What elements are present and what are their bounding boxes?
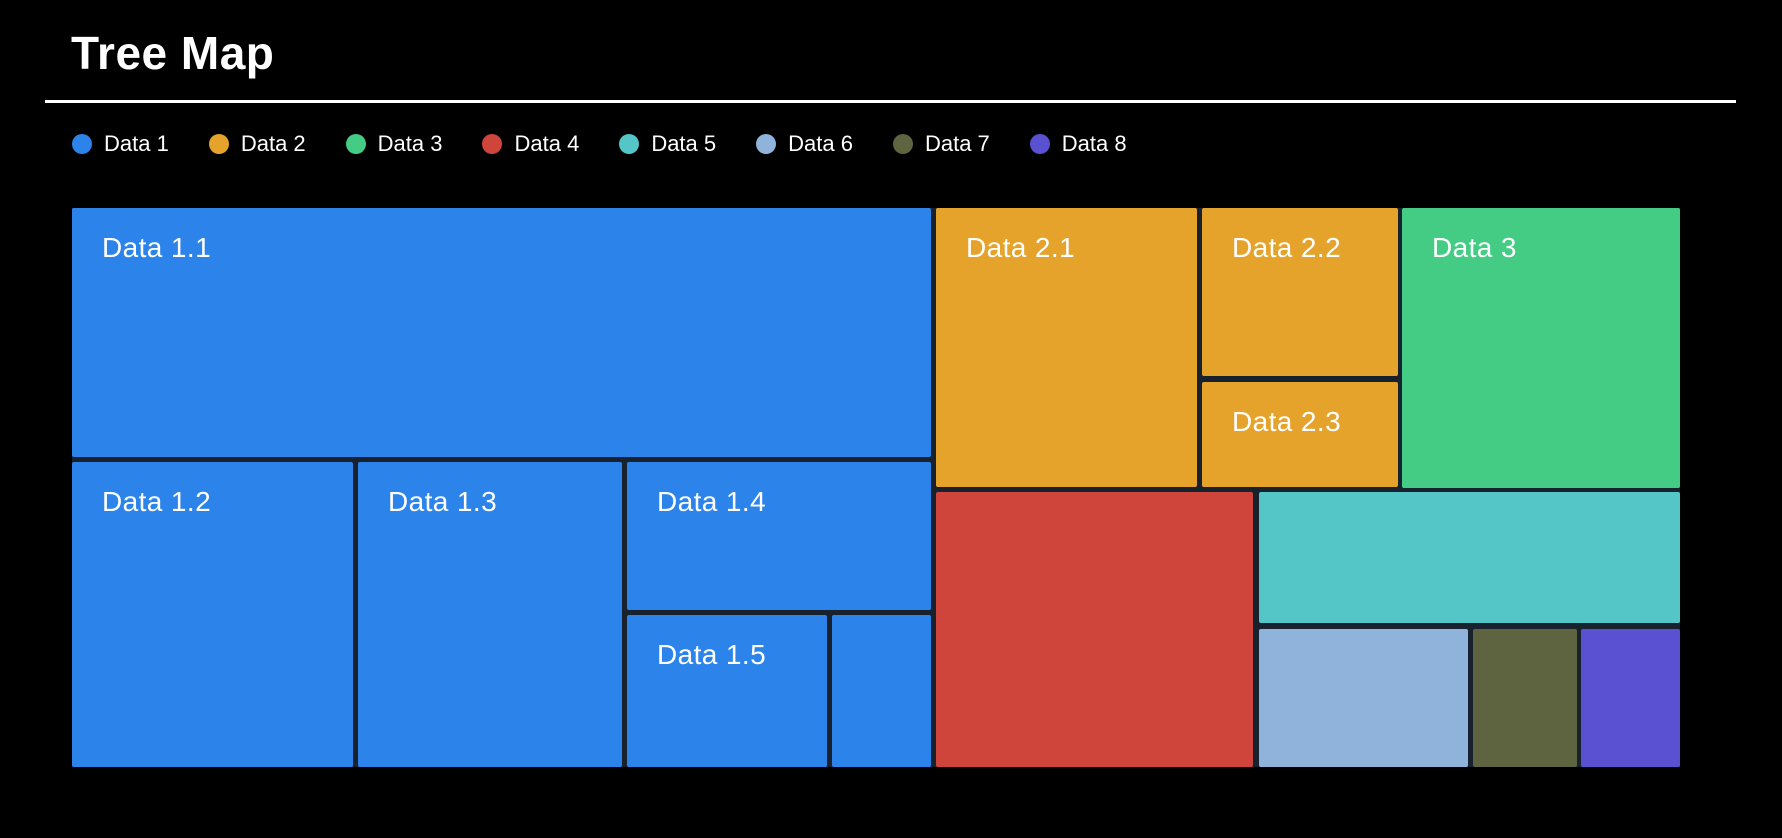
treemap-cell-data-6[interactable] [1259, 629, 1468, 767]
legend-dot-icon [756, 134, 777, 154]
treemap-cell-label: Data 1.1 [102, 232, 212, 263]
legend-item-data-4[interactable]: Data 4 [482, 131, 579, 157]
page-title: Tree Map [71, 27, 275, 79]
treemap-cell-data-8[interactable] [1581, 629, 1680, 767]
legend-dot-icon [208, 134, 229, 154]
treemap-cell-data-1-3[interactable]: Data 1.3 [358, 462, 622, 767]
legend-item-data-7[interactable]: Data 7 [892, 131, 990, 157]
legend-item-label: Data 1 [104, 131, 169, 156]
legend-item-label: Data 3 [377, 131, 443, 156]
treemap-cell-label: Data 1.5 [657, 639, 767, 670]
treemap-cell-data-1-6[interactable] [832, 615, 931, 767]
legend-item-label: Data 2 [240, 131, 306, 156]
treemap: Data 1.1 Data 1.2 Data 1.3 Data 1.4 Data 1.5… [72, 208, 1680, 767]
treemap-cell-data-2-2[interactable]: Data 2.2 [1202, 208, 1398, 376]
treemap-cell-label: Data 1.3 [388, 486, 498, 517]
treemap-cell-data-7[interactable] [1473, 629, 1577, 767]
treemap-cell-label: Data 3 [1432, 232, 1517, 263]
legend-item-label: Data 5 [651, 131, 717, 156]
legend-item-data-2[interactable]: Data 2 [208, 131, 306, 157]
title-divider [45, 100, 1736, 103]
legend-item-data-6[interactable]: Data 6 [756, 131, 853, 157]
legend-item-label: Data 7 [924, 131, 990, 156]
legend-item-data-8[interactable]: Data 8 [1029, 131, 1127, 157]
treemap-cell-label: Data 2.2 [1232, 232, 1342, 263]
legend-item-data-3[interactable]: Data 3 [345, 131, 443, 157]
legend-dot-icon [619, 134, 640, 154]
legend-item-label: Data 4 [514, 131, 580, 156]
treemap-cell-data-3[interactable]: Data 3 [1402, 208, 1680, 488]
treemap-cell-label: Data 1.2 [102, 486, 212, 517]
treemap-cell-label: Data 2.3 [1232, 406, 1342, 437]
legend-item-label: Data 6 [788, 131, 853, 156]
legend-item-data-5[interactable]: Data 5 [619, 131, 716, 157]
legend-dot-icon [345, 134, 366, 154]
legend-dot-icon [482, 134, 503, 154]
legend-dot-icon [892, 134, 913, 154]
legend-item-data-1[interactable]: Data 1 [72, 131, 169, 157]
treemap-cell-data-2-1[interactable]: Data 2.1 [936, 208, 1197, 487]
treemap-cell-data-1-2[interactable]: Data 1.2 [72, 462, 353, 767]
legend-item-label: Data 8 [1061, 131, 1127, 156]
treemap-cell-data-5[interactable] [1259, 492, 1680, 623]
treemap-cell-data-1-5[interactable]: Data 1.5 [627, 615, 827, 767]
treemap-cell-data-2-3[interactable]: Data 2.3 [1202, 382, 1398, 487]
legend: Data 1 Data 2 Data 3 Data 4 Data 5 Data 6 Data… [72, 131, 1127, 157]
treemap-cell-label: Data 1.4 [657, 486, 767, 517]
legend-dot-icon [72, 134, 92, 154]
treemap-cell-data-1-4[interactable]: Data 1.4 [627, 462, 931, 610]
legend-dot-icon [1029, 134, 1050, 154]
treemap-cell-label: Data 2.1 [966, 232, 1076, 263]
treemap-cell-data-1-1[interactable]: Data 1.1 [72, 208, 931, 457]
treemap-cell-data-4[interactable] [936, 492, 1253, 767]
